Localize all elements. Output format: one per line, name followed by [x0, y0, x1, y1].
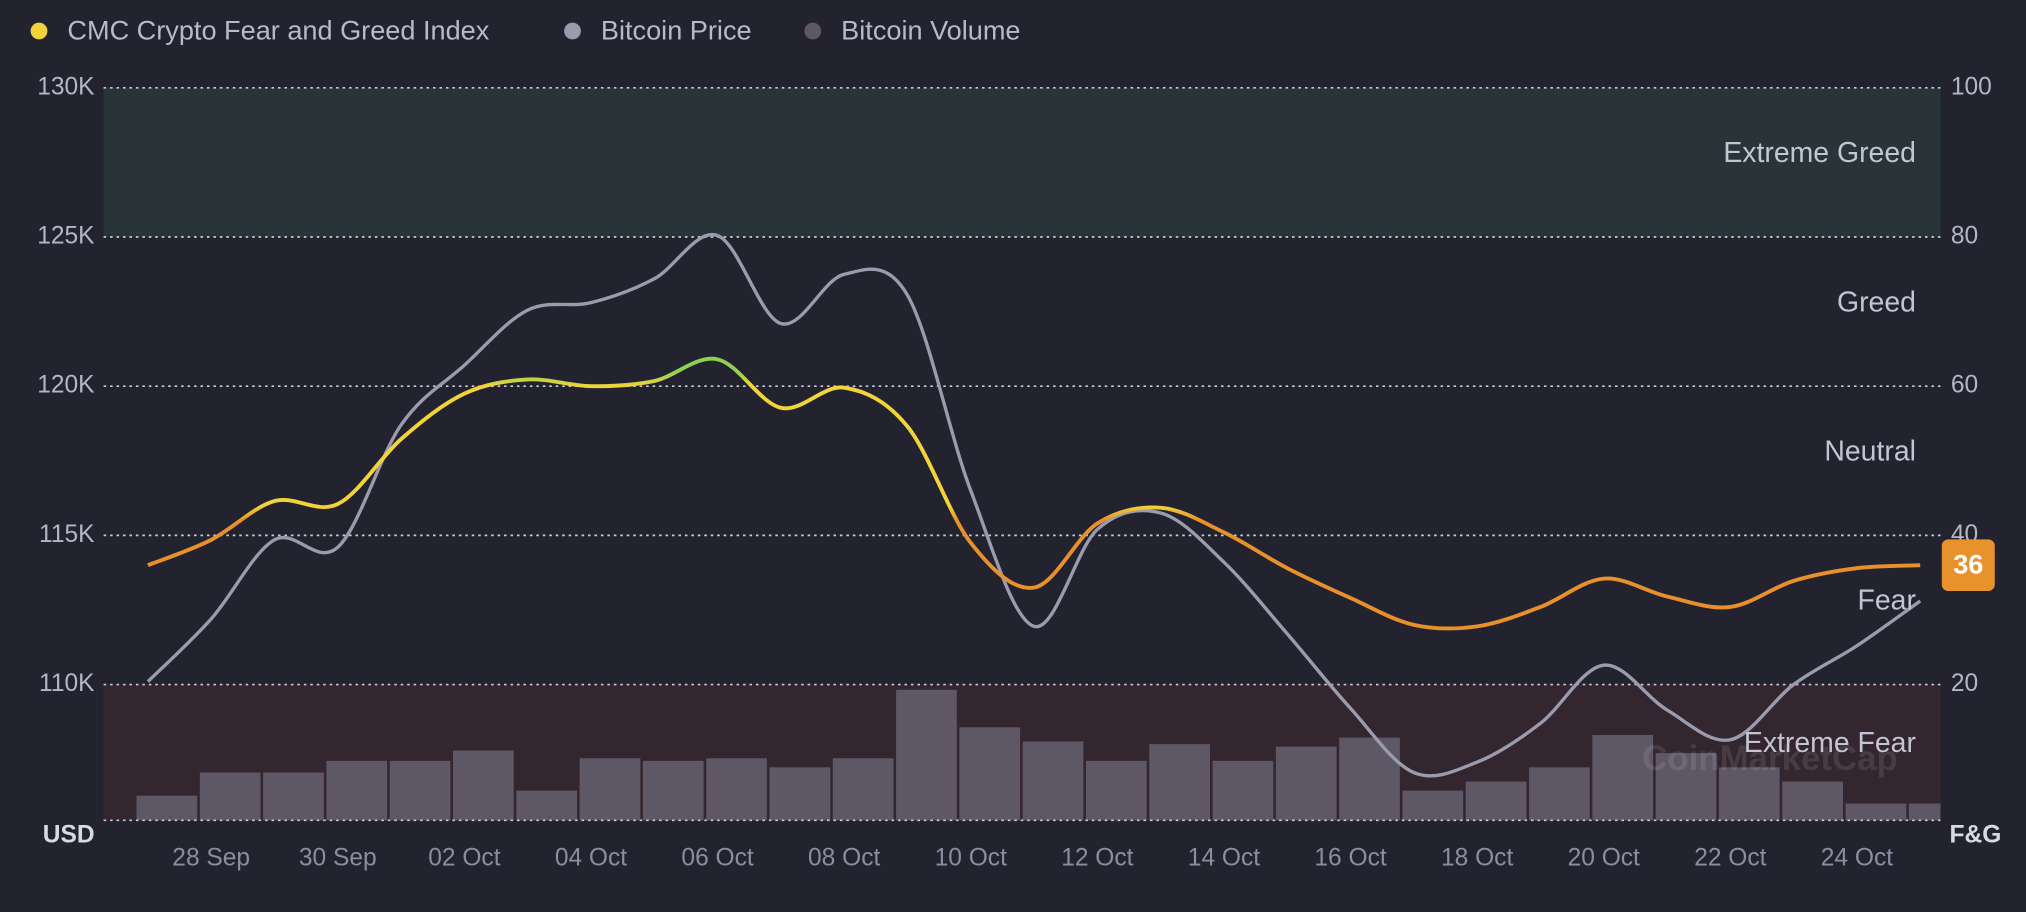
volume-bar: [1022, 741, 1084, 821]
volume-bar: [579, 758, 641, 821]
volume-bar: [1465, 781, 1527, 821]
x-tick-label: 22 Oct: [1694, 845, 1766, 872]
volume-bar: [1212, 760, 1274, 821]
volume-bar: [769, 767, 831, 821]
volume-bar: [1655, 753, 1717, 821]
volume-bar: [832, 758, 894, 821]
x-tick-label: 02 Oct: [428, 845, 500, 872]
x-tick-label: 04 Oct: [555, 845, 627, 872]
x-tick-label: 18 Oct: [1441, 845, 1513, 872]
volume-bars: [136, 689, 1941, 821]
x-tick-label: 20 Oct: [1568, 845, 1640, 872]
legend-marker: [564, 22, 581, 40]
volume-bar: [642, 760, 704, 821]
x-tick-label: 16 Oct: [1314, 845, 1386, 872]
y2-tick-label: 80: [1951, 222, 1978, 249]
zone-label: Extreme Fear: [1744, 727, 1916, 759]
x-tick-label: 08 Oct: [808, 845, 880, 872]
volume-bar: [1908, 803, 1941, 821]
x-tick-label: 28 Sep: [172, 845, 250, 872]
watermark: CoinMarketCap: [1642, 739, 1898, 778]
y2-tick-label: 20: [1951, 670, 1978, 697]
legend-marker: [30, 22, 48, 40]
volume-bar: [1718, 767, 1780, 821]
zone-label: Neutral: [1824, 436, 1916, 468]
x-tick-label: 24 Oct: [1821, 845, 1893, 872]
volume-bar: [326, 760, 388, 821]
volume-bar: [1782, 781, 1843, 821]
volume-bar: [959, 727, 1021, 821]
volume-bar: [136, 795, 198, 821]
volume-bar: [1529, 767, 1590, 821]
volume-bar: [896, 689, 957, 821]
volume-bar: [1085, 760, 1147, 821]
volume-bar: [1402, 790, 1464, 821]
x-tick-label: 30 Sep: [299, 845, 377, 872]
zone-band: [103, 87, 1941, 238]
x-tick-label: 06 Oct: [681, 845, 753, 872]
y-unit: USD: [43, 821, 95, 848]
volume-bar: [516, 790, 578, 821]
grid: [103, 87, 1941, 822]
x-tick-label: 14 Oct: [1188, 845, 1260, 872]
volume-bar: [263, 772, 324, 821]
volume-bar: [1149, 744, 1210, 821]
x-tick-label: 10 Oct: [935, 845, 1007, 872]
lines: [146, 232, 1922, 778]
y2-tick-label: 60: [1951, 372, 1978, 399]
y-tick-label: 110K: [39, 670, 95, 697]
zone-label: Greed: [1837, 286, 1916, 318]
x-tick-label: 12 Oct: [1061, 845, 1133, 872]
volume-bar: [199, 772, 261, 821]
labels: Extreme Fear Fear Neutral Greed Extreme Gree…: [30, 14, 2002, 872]
volume-bar: [1339, 737, 1400, 821]
fear-greed-line: [147, 356, 1921, 631]
y2-tick-label: 100: [1951, 73, 1992, 100]
legend-label: Bitcoin Volume: [841, 14, 1020, 45]
y-tick-label: 115K: [39, 521, 95, 548]
volume-bar: [1275, 746, 1337, 821]
latest-badge: [1941, 539, 1995, 592]
legend-label: CMC Crypto Fear and Greed Index: [67, 14, 489, 45]
volume-bar: [1592, 735, 1654, 821]
y-tick-label: 125K: [37, 222, 95, 249]
y-tick-label: 120K: [37, 372, 95, 399]
volume-bar: [706, 758, 767, 821]
volume-bar: [389, 760, 451, 821]
zone-label: Fear: [1858, 585, 1916, 617]
latest-value: 36: [1953, 549, 1983, 580]
zone-label: Extreme Greed: [1723, 137, 1916, 169]
volume-bar: [453, 750, 514, 821]
y-tick-label: 130K: [37, 73, 95, 100]
legend-label: Bitcoin Price: [601, 14, 752, 45]
legend-marker: [804, 22, 822, 40]
y2-unit: F&G: [1950, 821, 2002, 848]
volume-bar: [1845, 803, 1907, 821]
